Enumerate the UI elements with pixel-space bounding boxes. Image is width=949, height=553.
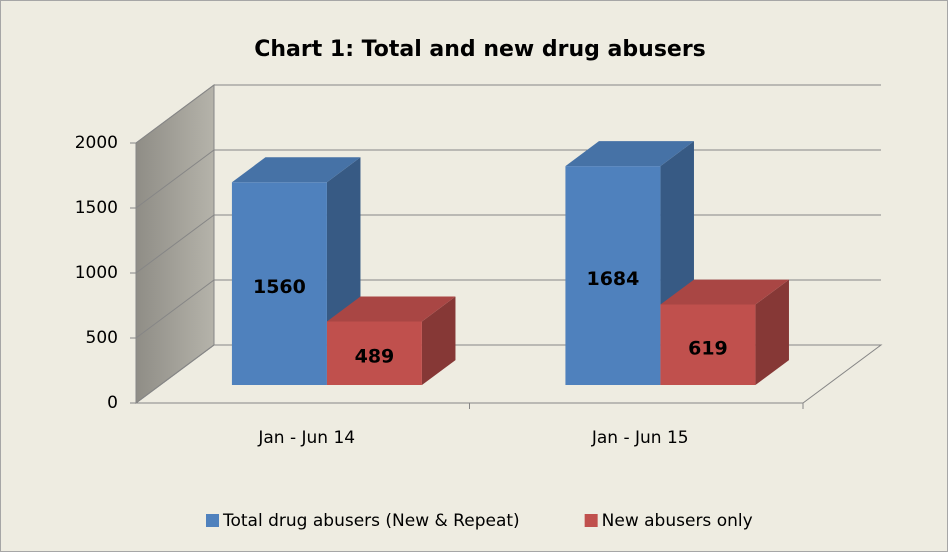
y-tick-label: 2000 xyxy=(75,133,118,153)
bar-front xyxy=(326,321,422,386)
bar-front xyxy=(660,304,756,386)
x-tick-label: Jan - Jun 15 xyxy=(591,428,689,448)
bar-front xyxy=(565,166,661,386)
chart-title: Chart 1: Total and new drug abusers xyxy=(254,37,706,62)
bar-top xyxy=(565,141,694,167)
bar-side xyxy=(755,279,789,386)
legend-swatch xyxy=(584,514,598,527)
bar-side xyxy=(421,296,456,386)
y-tick-label: 1000 xyxy=(75,263,118,283)
bar xyxy=(660,279,789,386)
bar xyxy=(326,296,456,386)
data-label: 489 xyxy=(355,346,395,368)
data-label: 1684 xyxy=(586,268,639,290)
data-label: 619 xyxy=(688,337,728,359)
y-tick-label: 0 xyxy=(107,393,118,413)
y-tick-label: 500 xyxy=(86,328,118,348)
y-tick-label: 1500 xyxy=(75,198,118,218)
bar-front xyxy=(231,182,327,386)
data-label: 1560 xyxy=(253,276,306,298)
bar-top xyxy=(231,157,361,183)
bar-top xyxy=(326,296,456,322)
x-tick-label: Jan - Jun 14 xyxy=(257,428,355,448)
legend-label: New abusers only xyxy=(602,511,753,531)
legend-swatch xyxy=(206,514,219,527)
legend-label: Total drug abusers (New & Repeat) xyxy=(222,511,520,531)
bar-top xyxy=(660,279,789,305)
grid-line xyxy=(135,84,881,144)
